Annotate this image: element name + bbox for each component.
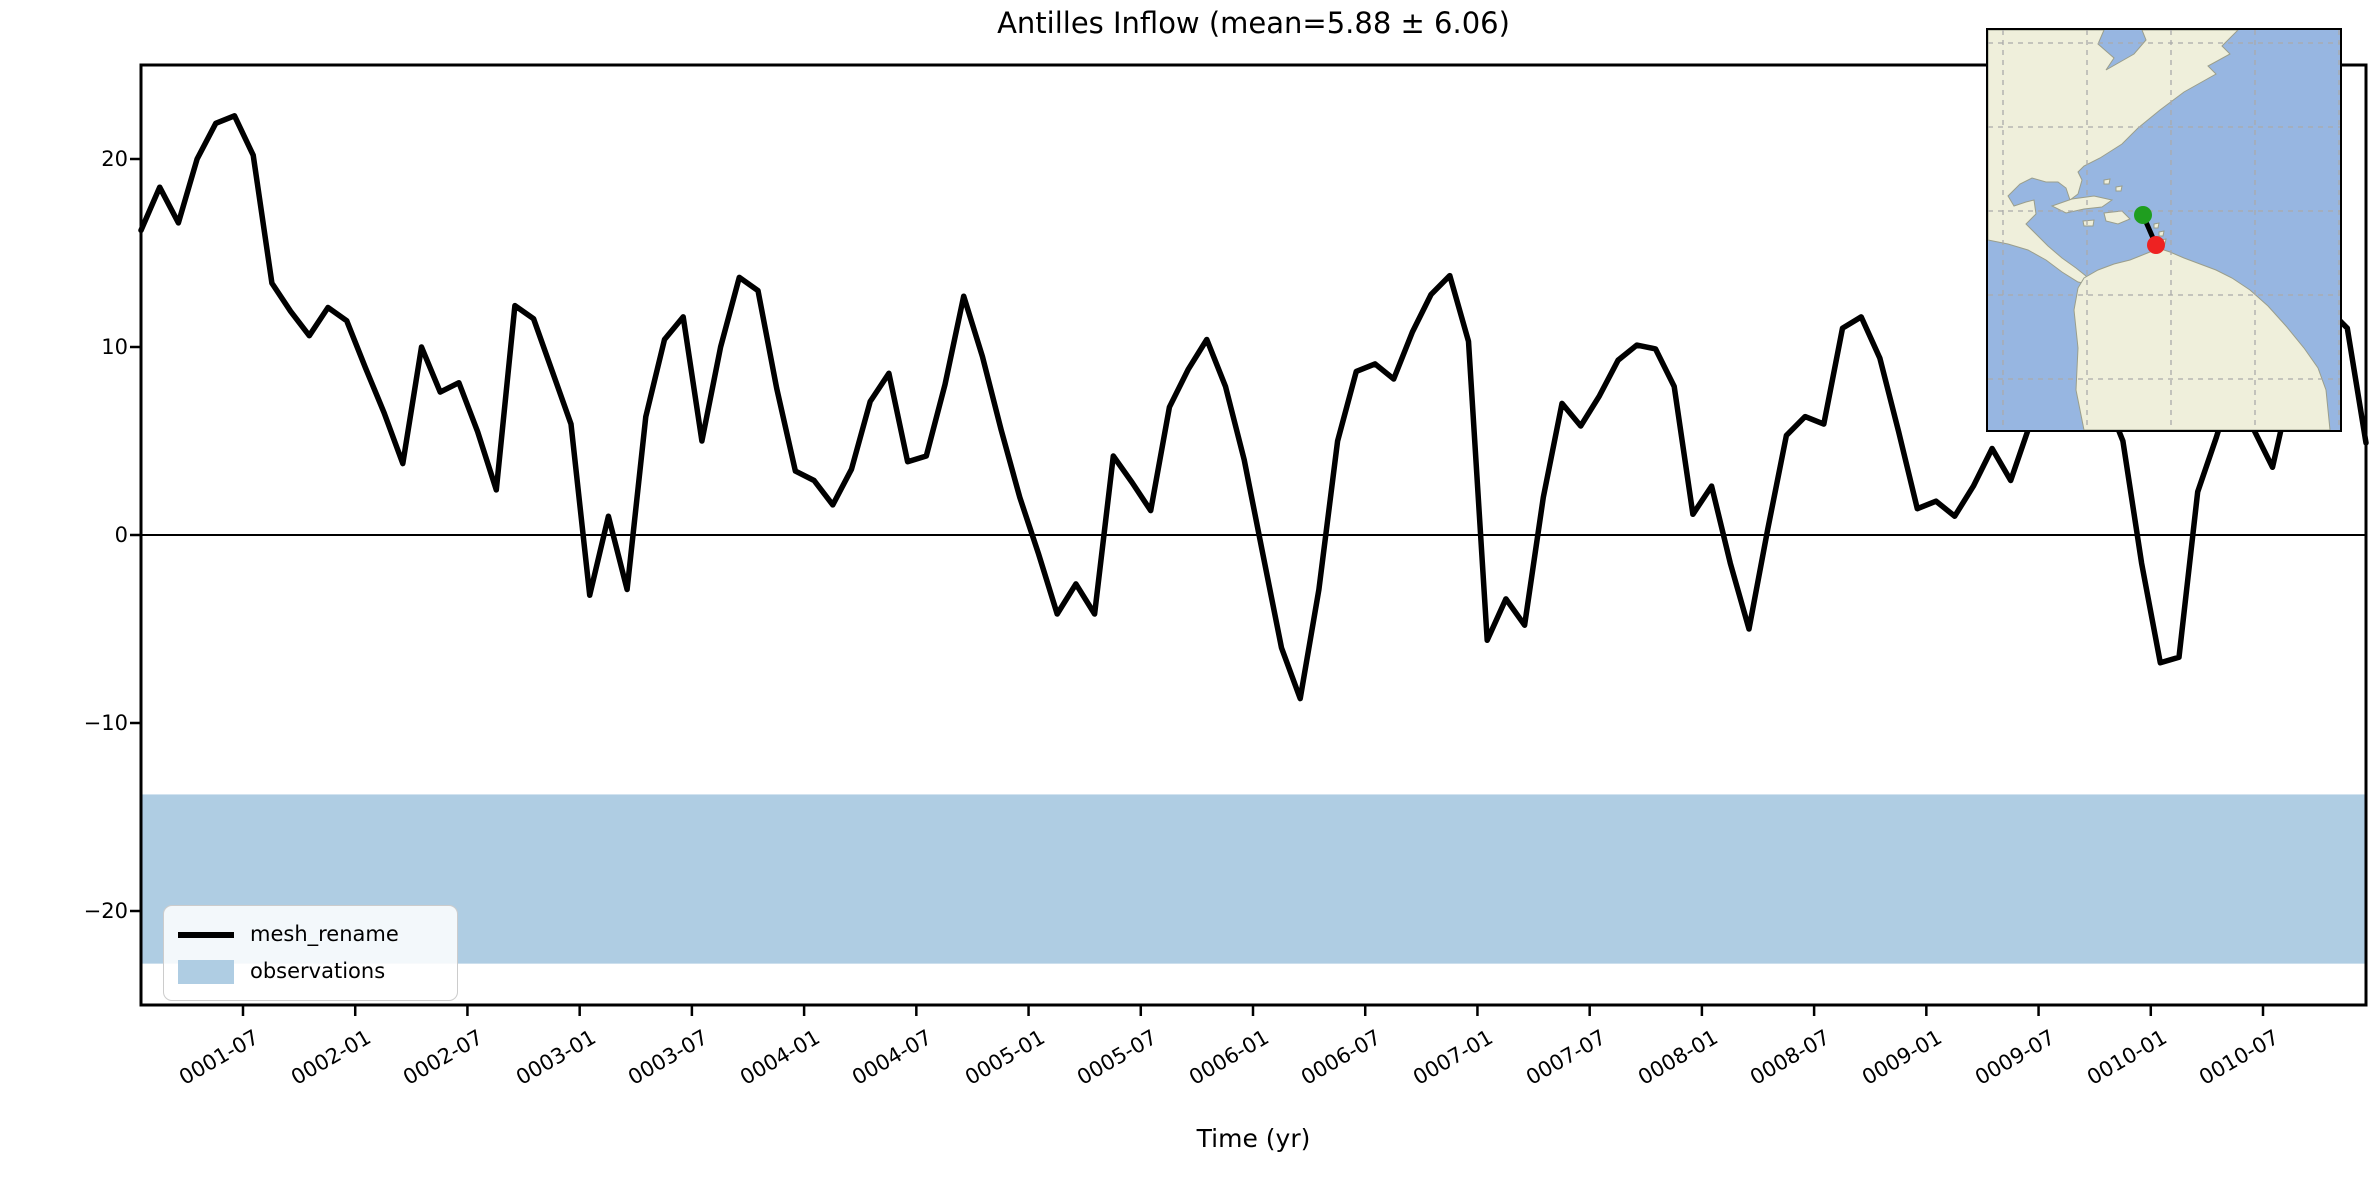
map-gridlines xyxy=(1988,30,2340,430)
y-tick-label: −10 xyxy=(83,711,128,735)
bahamas xyxy=(2115,185,2123,192)
landmasses xyxy=(1987,29,2331,431)
jamaica xyxy=(2082,219,2095,227)
x-axis-label: Time (yr) xyxy=(1196,1124,1311,1153)
lesser-antilles xyxy=(2153,222,2160,229)
legend-item-observations: observations xyxy=(178,953,441,990)
legend-label: observations xyxy=(250,959,386,983)
legend-label: mesh_rename xyxy=(250,922,399,946)
patch-swatch xyxy=(178,959,234,984)
section-end-dot xyxy=(2147,236,2165,254)
chart-title: Antilles Inflow (mean=5.88 ± 6.06) xyxy=(997,6,1510,40)
south-america xyxy=(2073,247,2331,431)
observations-band xyxy=(141,794,2366,964)
series-line-mesh-rename xyxy=(138,113,2369,702)
y-tick-label: −20 xyxy=(83,899,128,923)
bahamas xyxy=(2103,178,2111,185)
y-tick-label: 10 xyxy=(101,335,128,359)
legend: mesh_rename observations xyxy=(163,905,458,1001)
inset-locator-map xyxy=(1986,28,2342,432)
cuba xyxy=(2050,195,2114,214)
lesser-antilles xyxy=(2158,230,2165,237)
y-tick-label: 0 xyxy=(114,523,128,547)
legend-item-mesh-rename: mesh_rename xyxy=(178,916,441,953)
line-swatch xyxy=(178,931,234,938)
section-start-dot xyxy=(2134,206,2152,224)
map-canvas xyxy=(1987,29,2340,431)
y-tick-label: 20 xyxy=(101,147,128,171)
